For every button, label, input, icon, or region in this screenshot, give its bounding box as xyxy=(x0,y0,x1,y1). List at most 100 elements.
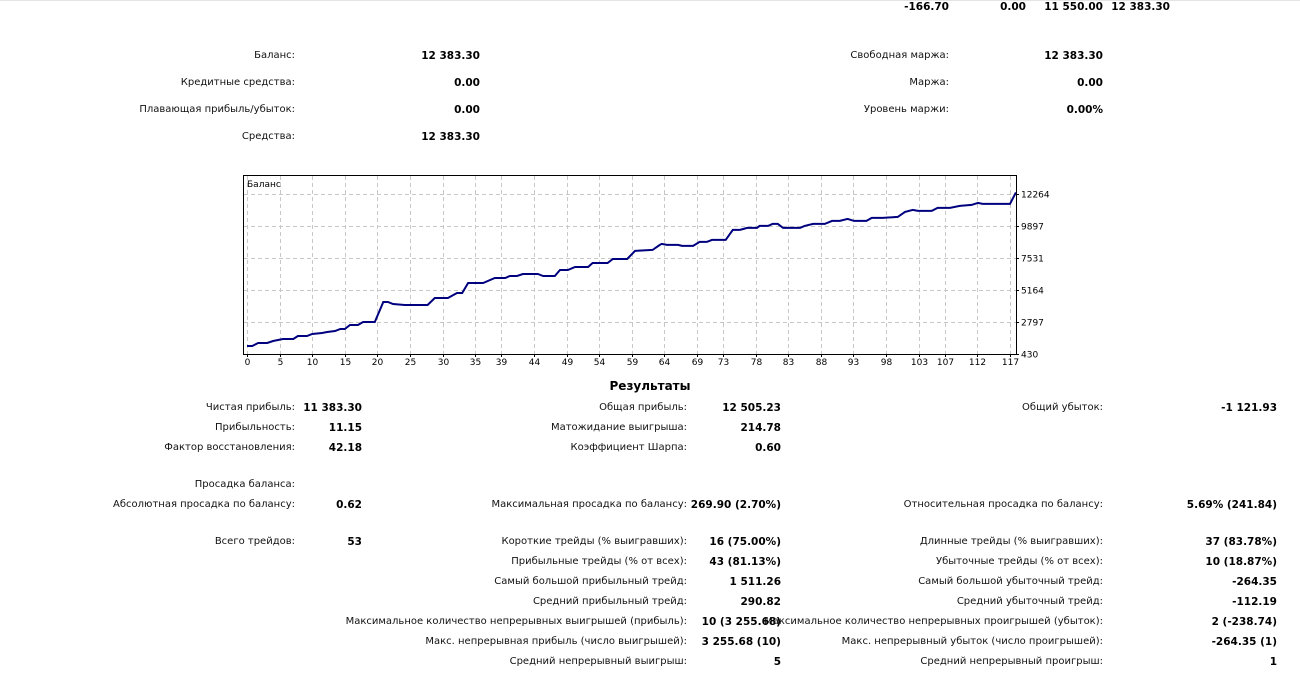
results-title: Результаты xyxy=(609,379,691,393)
drawdown-header: Просадка баланса: xyxy=(194,479,295,490)
gross-loss-value: -1 121.93 xyxy=(1221,402,1277,414)
x-tick-label: 54 xyxy=(594,358,606,368)
x-tick-label: 107 xyxy=(937,358,954,368)
gross-loss-label: Общий убыток: xyxy=(1022,402,1103,413)
credit-label: Кредитные средства: xyxy=(180,77,295,88)
balance-label: Баланс: xyxy=(254,50,295,61)
credit-value: 0.00 xyxy=(454,77,480,89)
x-tick-label: 25 xyxy=(405,358,416,368)
max-cons-wins-label: Максимальное количество непрерывных выиг… xyxy=(345,616,687,627)
total-trades-label: Всего трейдов: xyxy=(214,536,295,547)
rel-drawdown-value: 5.69% (241.84) xyxy=(1186,499,1277,511)
x-tick-label: 49 xyxy=(562,358,574,368)
y-tick-label: 7531 xyxy=(1021,255,1044,265)
short-trades-value: 16 (75.00%) xyxy=(709,536,781,548)
chart-title: Баланс xyxy=(247,180,281,190)
max-cons-profit-label: Макс. непрерывная прибыль (число выигрыш… xyxy=(425,636,687,647)
loss-trades-label: Убыточные трейды (% от всех): xyxy=(935,556,1103,567)
max-cons-loss-value: -264.35 (1) xyxy=(1211,636,1277,648)
largest-profit-label: Самый большой прибыльный трейд: xyxy=(494,576,687,587)
x-tick-label: 44 xyxy=(529,358,541,368)
balance-line xyxy=(247,191,1017,347)
max-drawdown-label: Максимальная просадка по балансу: xyxy=(491,499,687,510)
max-cons-wins-value: 10 (3 255.68) xyxy=(701,616,781,628)
x-tick-label: 93 xyxy=(848,358,859,368)
x-tick-label: 5 xyxy=(278,358,284,368)
recovery-factor-label: Фактор восстановления: xyxy=(164,442,295,453)
avg-cons-wins-value: 5 xyxy=(773,656,781,668)
x-tick-label: 59 xyxy=(627,358,639,368)
expected-payoff-label: Матожидание выигрыша: xyxy=(550,422,687,433)
profit-factor-label: Прибыльность: xyxy=(215,422,295,433)
margin-label: Маржа: xyxy=(909,77,949,88)
largest-loss-value: -264.35 xyxy=(1232,576,1277,588)
gross-profit-value: 12 505.23 xyxy=(722,402,781,414)
y-tick-label: 5164 xyxy=(1021,287,1044,297)
top-row-value: 0.00 xyxy=(1000,1,1026,13)
gross-profit-label: Общая прибыль: xyxy=(599,402,687,413)
y-tick-label: 12264 xyxy=(1021,191,1050,201)
x-tick-label: 103 xyxy=(911,358,928,368)
margin-level-value: 0.00% xyxy=(1066,104,1103,116)
largest-profit-value: 1 511.26 xyxy=(729,576,781,588)
x-tick-label: 73 xyxy=(718,358,729,368)
x-tick-label: 20 xyxy=(372,358,384,368)
floating-pl-value: 0.00 xyxy=(454,104,480,116)
long-trades-label: Длинные трейды (% выигравших): xyxy=(919,536,1103,547)
loss-trades-value: 10 (18.87%) xyxy=(1205,556,1277,568)
max-drawdown-value: 269.90 (2.70%) xyxy=(690,499,781,511)
profit-trades-label: Прибыльные трейды (% от всех): xyxy=(511,556,687,567)
x-tick-label: 69 xyxy=(692,358,704,368)
free-margin-label: Свободная маржа: xyxy=(850,50,949,61)
x-tick-label: 98 xyxy=(881,358,893,368)
x-tick-label: 15 xyxy=(340,358,351,368)
total-trades-value: 53 xyxy=(347,536,362,548)
x-tick-label: 83 xyxy=(783,358,794,368)
net-profit-label: Чистая прибыль: xyxy=(205,402,295,413)
margin-value: 0.00 xyxy=(1077,77,1103,89)
rel-drawdown-label: Относительная просадка по балансу: xyxy=(903,499,1103,510)
avg-profit-value: 290.82 xyxy=(740,596,781,608)
avg-profit-label: Средний прибыльный трейд: xyxy=(532,596,687,607)
margin-level-label: Уровень маржи: xyxy=(863,104,949,115)
x-tick-label: 78 xyxy=(751,358,763,368)
avg-loss-label: Средний убыточный трейд: xyxy=(956,596,1103,607)
abs-drawdown-value: 0.62 xyxy=(336,499,362,511)
x-tick-label: 88 xyxy=(816,358,828,368)
avg-loss-value: -112.19 xyxy=(1232,596,1277,608)
x-tick-label: 39 xyxy=(496,358,508,368)
x-tick-label: 35 xyxy=(470,358,481,368)
expected-payoff-value: 214.78 xyxy=(740,422,781,434)
y-tick-label: 2797 xyxy=(1021,319,1044,329)
profit-factor-value: 11.15 xyxy=(328,422,362,434)
x-axis: 0 5 10 15 20 25 30 35 39 44 49 54 59 64 69 73 78 83 88 93 98… xyxy=(245,354,1019,368)
balance-value: 12 383.30 xyxy=(421,50,480,62)
top-divider xyxy=(0,0,1300,1)
top-row-value: 11 550.00 xyxy=(1044,1,1103,13)
avg-cons-wins-label: Средний непрерывный выигрыш: xyxy=(509,656,687,667)
avg-cons-losses-label: Средний непрерывный проигрыш: xyxy=(920,656,1103,667)
largest-loss-label: Самый большой убыточный трейд: xyxy=(918,576,1103,587)
y-tick-label: 9897 xyxy=(1021,223,1044,233)
max-cons-profit-value: 3 255.68 (10) xyxy=(701,636,781,648)
x-tick-label: 112 xyxy=(969,358,986,368)
sharpe-label: Коэффициент Шарпа: xyxy=(570,442,687,453)
x-tick-label: 30 xyxy=(438,358,450,368)
y-tick-label: 430 xyxy=(1021,351,1038,361)
equity-value: 12 383.30 xyxy=(421,131,480,143)
top-row-value: -166.70 xyxy=(904,1,949,13)
max-cons-losses-value: 2 (-238.74) xyxy=(1211,616,1277,628)
free-margin-value: 12 383.30 xyxy=(1044,50,1103,62)
avg-cons-losses-value: 1 xyxy=(1269,656,1277,668)
max-cons-losses-label: Максимальное количество непрерывных прои… xyxy=(764,616,1103,627)
abs-drawdown-label: Абсолютная просадка по балансу: xyxy=(113,499,295,510)
top-row-value: 12 383.30 xyxy=(1111,1,1170,13)
x-tick-label: 64 xyxy=(659,358,671,368)
x-tick-label: 0 xyxy=(245,358,251,368)
x-tick-label: 10 xyxy=(307,358,319,368)
sharpe-value: 0.60 xyxy=(755,442,781,454)
chart-frame xyxy=(243,175,1017,355)
net-profit-value: 11 383.30 xyxy=(303,402,362,414)
floating-pl-label: Плавающая прибыль/убыток: xyxy=(139,104,295,115)
y-axis: 430 2797 5164 7531 9897 12264 xyxy=(1016,191,1050,361)
